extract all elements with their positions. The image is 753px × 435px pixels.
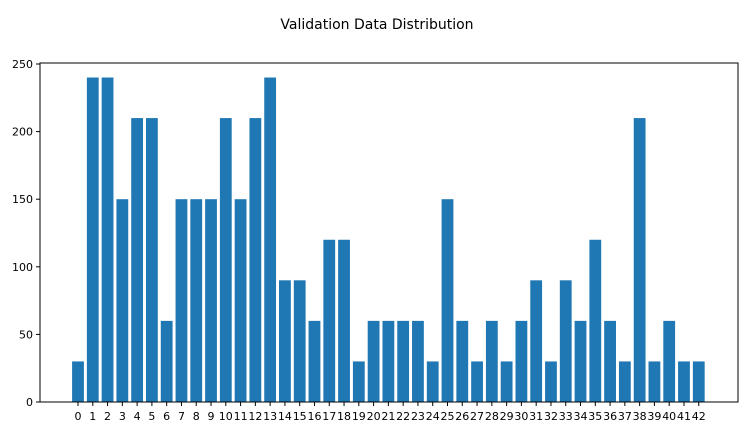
- x-tick-label: 22: [396, 410, 410, 423]
- bar-29: [500, 361, 513, 402]
- plot-frame: [39, 62, 739, 403]
- bar-30: [515, 320, 528, 402]
- bar-10: [219, 118, 232, 402]
- x-tick-label: 20: [367, 410, 381, 423]
- bar-25: [441, 199, 454, 402]
- x-tick-label: 7: [178, 410, 185, 423]
- x-tick-label: 15: [293, 410, 307, 423]
- x-tick-label: 33: [559, 410, 573, 423]
- y-tick-label: 250: [12, 58, 33, 71]
- bar-31: [530, 280, 543, 402]
- bar-6: [160, 320, 173, 402]
- x-tick-label: 29: [500, 410, 514, 423]
- bar-35: [589, 239, 602, 402]
- x-tick-label: 2: [104, 410, 111, 423]
- bar-28: [485, 320, 498, 402]
- y-tick-label: 150: [12, 193, 33, 206]
- x-tick-label: 27: [470, 410, 484, 423]
- x-tick-label: 28: [485, 410, 499, 423]
- bar-26: [456, 320, 469, 402]
- x-tick-label: 1: [89, 410, 96, 423]
- x-tick-label: 4: [134, 410, 141, 423]
- bar-14: [279, 280, 291, 402]
- x-tick-label: 36: [603, 410, 617, 423]
- bar-3: [116, 199, 129, 402]
- bar-18: [338, 239, 350, 402]
- bars-group: [72, 77, 705, 403]
- bar-34: [574, 320, 587, 402]
- y-tick-label: 200: [12, 126, 33, 139]
- bar-20: [367, 320, 380, 402]
- x-tick-label: 24: [426, 410, 440, 423]
- bar-22: [397, 320, 410, 402]
- bar-0: [72, 361, 84, 402]
- bar-12: [249, 118, 262, 402]
- bar-27: [471, 361, 483, 402]
- x-tick-label: 35: [588, 410, 602, 423]
- bar-7: [175, 199, 188, 402]
- x-tick-label: 19: [352, 410, 366, 423]
- bar-24: [426, 361, 439, 402]
- x-tick-label: 9: [208, 410, 215, 423]
- y-tick-label: 0: [26, 396, 33, 409]
- x-tick-label: 42: [692, 410, 706, 423]
- x-tick-label: 32: [544, 410, 558, 423]
- x-tick-label: 18: [337, 410, 351, 423]
- x-tick-label: 6: [163, 410, 170, 423]
- bar-15: [293, 280, 306, 402]
- chart-title: Validation Data Distribution: [280, 17, 473, 33]
- x-tick-label: 5: [148, 410, 155, 423]
- x-tick-label: 17: [322, 410, 336, 423]
- x-tick-label: 37: [618, 410, 632, 423]
- bar-23: [412, 320, 424, 402]
- bar-39: [648, 361, 661, 402]
- bar-5: [146, 118, 158, 402]
- x-tick-label: 10: [219, 410, 233, 423]
- bar-17: [323, 239, 336, 402]
- bar-13: [264, 77, 277, 403]
- x-tick-label: 12: [248, 410, 262, 423]
- x-tick-label: 40: [662, 410, 676, 423]
- bar-38: [633, 118, 646, 402]
- x-tick-label: 16: [307, 410, 321, 423]
- bar-36: [604, 320, 616, 402]
- bar-33: [559, 280, 572, 402]
- x-tick-label: 3: [119, 410, 126, 423]
- bar-19: [352, 361, 365, 402]
- bar-42: [692, 361, 705, 402]
- bar-8: [190, 199, 203, 402]
- bar-2: [101, 77, 114, 403]
- bar-9: [205, 199, 217, 402]
- x-tick-label: 30: [514, 410, 528, 423]
- bar-16: [308, 320, 321, 402]
- x-tick-label: 14: [278, 410, 292, 423]
- x-axis: 0 1 2 3 4 5 6 7 8 9 10 11 12 13 14 15 16 17 18 19 20 21 22 23 24…: [75, 402, 706, 423]
- bar-1: [86, 77, 99, 403]
- bar-40: [663, 320, 676, 402]
- y-tick-label: 50: [19, 328, 33, 341]
- x-tick-label: 25: [441, 410, 455, 423]
- x-tick-label: 41: [677, 410, 691, 423]
- y-tick-label: 100: [12, 261, 33, 274]
- x-tick-label: 39: [647, 410, 661, 423]
- x-tick-label: 11: [234, 410, 248, 423]
- x-tick-label: 0: [75, 410, 82, 423]
- x-tick-label: 23: [411, 410, 425, 423]
- x-tick-label: 34: [574, 410, 588, 423]
- x-tick-label: 21: [381, 410, 395, 423]
- bar-37: [618, 361, 631, 402]
- bar-11: [234, 199, 247, 402]
- y-axis: 0 50 100 150 200 250: [12, 58, 40, 409]
- x-tick-label: 38: [633, 410, 647, 423]
- x-tick-label: 31: [529, 410, 543, 423]
- x-tick-label: 26: [455, 410, 469, 423]
- x-tick-label: 13: [263, 410, 277, 423]
- x-tick-label: 8: [193, 410, 200, 423]
- bar-4: [131, 118, 144, 402]
- bar-21: [382, 320, 395, 402]
- bar-41: [678, 361, 690, 402]
- bar-32: [545, 361, 557, 402]
